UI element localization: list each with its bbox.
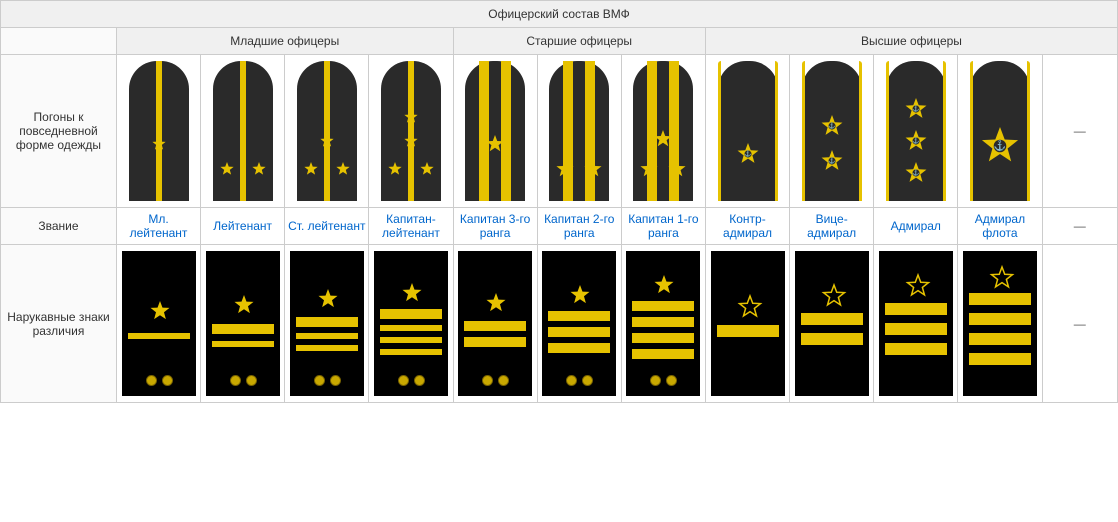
rank-name-cell: Капитан 2-го ранга [537,208,621,245]
rank-link[interactable]: Адмирал [891,219,941,233]
group-header: Высшие офицеры [705,28,1117,55]
svg-text:⚓: ⚓ [912,137,919,145]
sleeve-insignia [374,251,448,396]
shoulder-board [381,61,441,201]
group-header: Старшие офицеры [453,28,705,55]
rank-name-cell: Адмирал [874,208,958,245]
board-cell: ⚓⚓ [790,55,874,208]
shoulder-board [213,61,273,201]
rank-link[interactable]: Капитан-лейтенант [382,212,440,240]
shoulder-board [549,61,609,201]
sleeve-cell: — [1042,245,1118,403]
sleeve-cell [874,245,958,403]
board-cell [369,55,453,208]
sleeve-cell [116,245,200,403]
sleeve-insignia [542,251,616,396]
rank-name-cell: Вице-адмирал [790,208,874,245]
shoulder-board [633,61,693,201]
sleeve-insignia [290,251,364,396]
sleeve-cell [285,245,369,403]
rank-name-cell: — [1042,208,1118,245]
sleeve-cell [790,245,874,403]
sleeve-insignia [122,251,196,396]
shoulder-board: ⚓ ⚓ ⚓ [886,61,946,201]
board-cell: ⚓ [958,55,1042,208]
shoulder-board: ⚓⚓ [802,61,862,201]
sleeve-insignia [626,251,700,396]
rank-name-cell: Лейтенант [201,208,285,245]
sleeve-cell [958,245,1042,403]
svg-text:⚓: ⚓ [828,157,835,165]
row-label-rank: Звание [1,208,117,245]
rank-name-cell: Капитан 1-го ранга [621,208,705,245]
rank-link[interactable]: Адмирал флота [975,212,1025,240]
row-label-boards: Погоны к повседневной форме одежды [1,55,117,208]
sleeve-insignia [963,251,1037,396]
rank-link[interactable]: Контр-адмирал [723,212,772,240]
sleeve-cell [369,245,453,403]
sleeve-cell [705,245,789,403]
shoulder-board: ⚓ [970,61,1030,201]
sleeve-cell [453,245,537,403]
svg-text:⚓: ⚓ [744,150,751,158]
board-cell: ⚓ ⚓ ⚓ [874,55,958,208]
rank-link[interactable]: Капитан 1-го ранга [628,212,698,240]
table-title: Офицерский состав ВМФ [1,1,1118,28]
rank-name-cell: Капитан 3-го ранга [453,208,537,245]
corner-cell [1,28,117,55]
svg-text:⚓: ⚓ [994,139,1006,152]
shoulder-board [465,61,525,201]
rank-name-cell: Мл. лейтенант [116,208,200,245]
rank-name-cell: Ст. лейтенант [285,208,369,245]
row-label-sleeve: Нарукавные знаки различия [1,245,117,403]
rank-link[interactable]: Капитан 3-го ранга [460,212,530,240]
rank-name-cell: Контр-адмирал [705,208,789,245]
rank-link[interactable]: Лейтенант [213,219,272,233]
rank-link[interactable]: Капитан 2-го ранга [544,212,614,240]
board-cell: ⚓ [705,55,789,208]
sleeve-insignia [206,251,280,396]
sleeve-cell [537,245,621,403]
board-cell [621,55,705,208]
board-cell [201,55,285,208]
shoulder-board [297,61,357,201]
svg-text:⚓: ⚓ [828,122,835,130]
rank-link[interactable]: Вице-адмирал [807,212,856,240]
ranks-table: Офицерский состав ВМФ Младшие офицерыСта… [0,0,1118,403]
group-header: Младшие офицеры [116,28,453,55]
board-cell [537,55,621,208]
sleeve-insignia [795,251,869,396]
shoulder-board: ⚓ [718,61,778,201]
board-cell [453,55,537,208]
rank-link[interactable]: Ст. лейтенант [288,219,365,233]
board-cell [285,55,369,208]
board-cell [116,55,200,208]
svg-text:⚓: ⚓ [912,169,919,177]
svg-text:⚓: ⚓ [912,105,919,113]
sleeve-insignia [458,251,532,396]
rank-name-cell: Капитан-лейтенант [369,208,453,245]
rank-name-cell: Адмирал флота [958,208,1042,245]
sleeve-insignia [879,251,953,396]
rank-link[interactable]: Мл. лейтенант [130,212,188,240]
sleeve-cell [621,245,705,403]
shoulder-board [129,61,189,201]
sleeve-cell [201,245,285,403]
sleeve-insignia [711,251,785,396]
board-cell: — [1042,55,1118,208]
